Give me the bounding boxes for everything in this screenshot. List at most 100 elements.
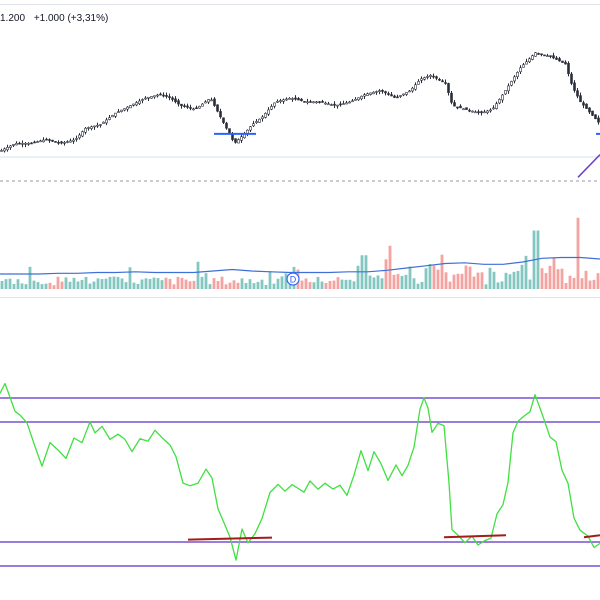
candle-body: [150, 96, 153, 99]
candle-body: [318, 101, 321, 103]
volume-bar: [548, 265, 552, 289]
candle-body: [408, 90, 411, 93]
candle-body: [546, 55, 549, 57]
candle-body: [420, 78, 423, 81]
candle-body: [294, 97, 297, 100]
candle-body: [249, 126, 252, 131]
candle-body: [429, 75, 432, 77]
candle-body: [372, 91, 375, 95]
candle-body: [69, 140, 72, 143]
volume-bar: [576, 217, 580, 289]
candle-body: [207, 99, 210, 103]
candle-body: [555, 57, 558, 60]
candle-body: [489, 109, 492, 112]
candle-body: [423, 77, 426, 80]
volume-bar: [236, 282, 240, 289]
candle-body: [543, 54, 546, 57]
candle-body: [351, 100, 354, 103]
candle-body: [354, 98, 357, 101]
volume-bar: [376, 275, 380, 289]
volume-bar: [156, 278, 160, 289]
oscillator-line: [0, 382, 600, 561]
candle-body: [21, 143, 24, 145]
pane-separator: [0, 297, 600, 298]
volume-bar: [264, 285, 268, 289]
candle-body: [579, 95, 582, 103]
candle-body: [345, 102, 348, 105]
volume-bar: [552, 257, 556, 289]
volume-bar: [404, 274, 408, 289]
volume-bar: [92, 281, 96, 289]
candle-body: [66, 141, 69, 143]
candle-body: [279, 100, 282, 102]
candle-body: [399, 95, 402, 97]
volume-moving-average: [0, 256, 600, 275]
candle-body: [213, 98, 216, 106]
candle-body: [72, 139, 75, 142]
candle-body: [582, 102, 585, 106]
candle-body: [510, 81, 513, 86]
volume-bar: [256, 281, 260, 289]
candle-body: [363, 94, 366, 97]
volume-bar: [436, 269, 440, 289]
volume-bar: [508, 274, 512, 289]
volume-bar: [484, 284, 488, 289]
volume-bar: [412, 278, 416, 289]
candle-body: [588, 107, 591, 113]
volume-bar: [396, 274, 400, 289]
volume-bar: [300, 280, 304, 289]
candle-body: [369, 92, 372, 95]
volume-bar: [200, 276, 204, 289]
candle-body: [456, 106, 459, 109]
candle-body: [282, 99, 285, 102]
candle-body: [522, 64, 525, 68]
volume-bar: [128, 267, 132, 289]
candle-body: [159, 93, 162, 96]
candle-body: [6, 147, 9, 151]
candle-body: [540, 53, 543, 56]
candle-body: [81, 131, 84, 137]
candle-body: [261, 116, 264, 119]
candle-body: [33, 141, 36, 144]
volume-bar: [380, 278, 384, 289]
candle-body: [333, 103, 336, 106]
candle-body: [138, 100, 141, 104]
candle-body: [267, 109, 270, 115]
candle-body: [195, 107, 198, 110]
candle-body: [180, 103, 183, 107]
volume-bar: [572, 277, 576, 289]
volume-bar: [444, 272, 448, 289]
candle-body: [537, 53, 540, 55]
volume-bar: [32, 280, 36, 289]
candle-body: [9, 145, 12, 148]
volume-bar: [132, 282, 136, 289]
volume-bar: [348, 279, 352, 289]
candle-body: [198, 106, 201, 109]
volume-bar: [316, 276, 320, 289]
candle-body: [219, 111, 222, 118]
volume-bar: [400, 275, 404, 289]
legend-value: 1.200: [0, 13, 26, 24]
volume-bar: [196, 261, 200, 289]
volume-bar: [0, 281, 4, 289]
candle-body: [441, 80, 444, 83]
candle-body: [30, 142, 33, 145]
candle-body: [255, 121, 258, 123]
candle-body: [309, 101, 312, 103]
volume-bar: [268, 271, 272, 289]
volume-bar: [16, 279, 20, 289]
candle-body: [558, 58, 561, 62]
volume-bar: [180, 277, 184, 289]
volume-bar: [424, 268, 428, 289]
volume-bar: [312, 282, 316, 289]
volume-bar: [496, 282, 500, 289]
candle-body: [84, 127, 87, 133]
volume-bar: [36, 282, 40, 289]
candle-body: [387, 93, 390, 95]
candle-body: [114, 112, 117, 117]
candle-body: [90, 126, 93, 129]
volume-bar: [504, 272, 508, 289]
candle-body: [447, 83, 450, 93]
candle-body: [141, 99, 144, 101]
